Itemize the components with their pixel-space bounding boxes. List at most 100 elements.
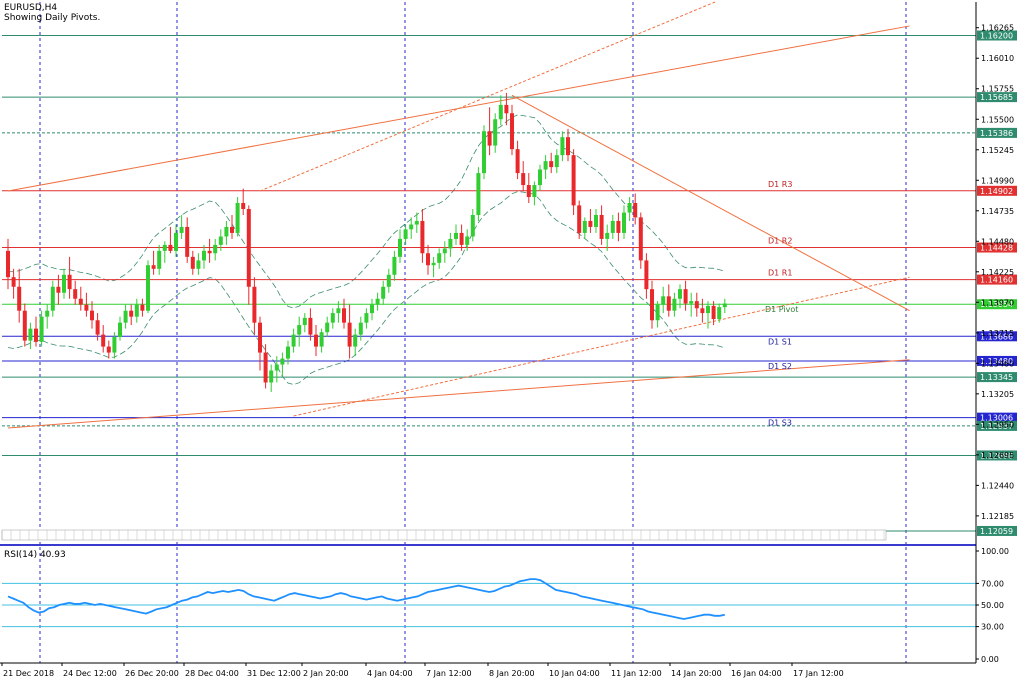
pivot-labels: D1 R3 D1 R2 D1 R1 D1 Pivot D1 S1 D1 S2 D1 S3	[765, 180, 798, 428]
candle-body	[263, 352, 268, 383]
price-tick-label: 1.14225	[981, 268, 1014, 277]
time-tick-label: 8 Jan 20:00	[489, 669, 535, 678]
candle-body	[101, 334, 106, 347]
candle-body	[274, 364, 279, 371]
rsi-tick-label: 100.00	[981, 547, 1009, 556]
candle-body	[330, 313, 335, 323]
candle-body	[347, 322, 352, 347]
candle-body	[521, 173, 526, 186]
candle-body	[465, 236, 470, 245]
candle-body	[672, 298, 677, 311]
candle-body	[151, 265, 156, 269]
price-tick-label: 1.15755	[981, 85, 1014, 94]
candle-body	[336, 308, 341, 314]
candle-body	[11, 277, 16, 287]
price-tick-label: 1.12440	[981, 481, 1014, 490]
price-tick-label: 1.14990	[981, 176, 1014, 185]
candle-body	[185, 226, 190, 257]
time-tick-label: 10 Jan 04:00	[549, 669, 600, 678]
level-price-label: 1.12059	[980, 527, 1013, 536]
rsi-label: RSI(14) 40.93	[4, 550, 66, 560]
level-price-label: 1.15685	[980, 93, 1013, 102]
trend-line-dashed	[293, 276, 910, 417]
pivot-level-label: D1 R3	[768, 180, 792, 189]
candle-body	[605, 232, 610, 239]
candle-body	[560, 137, 565, 156]
candle-body	[34, 328, 38, 342]
candle-body	[526, 185, 531, 198]
time-tick-label: 14 Jan 20:00	[671, 669, 722, 678]
candle-body	[414, 220, 419, 225]
candle-body	[661, 296, 666, 305]
candle-body	[403, 229, 408, 239]
rsi-tick-label: 70.00	[981, 579, 1004, 588]
rsi-tick-label: 30.00	[981, 623, 1004, 632]
level-price-label: 1.13954	[980, 300, 1013, 309]
candle-body	[162, 244, 167, 251]
candle-body	[190, 256, 195, 269]
trend-line	[7, 359, 910, 429]
candle-body	[532, 185, 537, 198]
level-price-label: 1.16200	[980, 32, 1013, 41]
candle-body	[420, 220, 425, 254]
level-price-label: 1.13345	[980, 373, 1013, 382]
time-tick-label: 7 Jan 12:00	[426, 669, 472, 678]
level-price-box-bg	[977, 242, 1017, 253]
candle-body	[297, 325, 302, 335]
candle-body	[454, 232, 458, 239]
candle-body	[56, 286, 61, 293]
symbol-label: EURUSD,H4	[4, 3, 58, 13]
level-price-box: 1.15685	[977, 92, 1017, 103]
candle-body	[627, 203, 632, 213]
trend-lines	[7, 1, 910, 429]
candle-body	[258, 322, 262, 353]
candle-body	[22, 310, 27, 341]
candle-body	[168, 244, 173, 251]
candle-body	[358, 322, 363, 335]
candle-body	[594, 214, 598, 227]
candle-body	[392, 256, 397, 275]
level-price-box: 1.12059	[977, 525, 1017, 536]
candle-body	[694, 301, 699, 309]
candle-body	[582, 220, 587, 233]
candle-body	[6, 250, 10, 278]
candle-body	[252, 286, 257, 323]
candle-body	[678, 289, 682, 299]
candle-body	[538, 169, 542, 186]
candle-body	[381, 286, 386, 299]
candle-body	[308, 317, 313, 335]
candle-body	[207, 250, 212, 254]
candle-body	[515, 149, 520, 174]
level-price-label: 1.13480	[980, 357, 1013, 366]
candle-body	[241, 203, 246, 209]
price-tick-label: 1.15500	[981, 115, 1014, 124]
candle-body	[644, 260, 649, 290]
candle-body	[633, 203, 638, 218]
rsi-panel	[0, 544, 976, 628]
candle-body	[655, 304, 660, 321]
rsi-line	[7, 578, 725, 620]
candle-body	[302, 317, 307, 326]
candle-body	[370, 304, 374, 314]
candle-body	[431, 262, 436, 266]
envelope-upper	[7, 114, 725, 309]
candle-body	[95, 320, 100, 335]
candle-body	[118, 322, 122, 338]
candle-body	[487, 131, 492, 146]
candle-body	[62, 274, 66, 293]
candle-body	[689, 301, 694, 304]
level-price-box: 1.13686	[977, 331, 1017, 342]
candle-body	[386, 274, 391, 287]
candle-body	[588, 220, 593, 227]
candle-body	[17, 286, 22, 311]
candle-body	[666, 296, 671, 311]
candle-body	[106, 346, 111, 353]
price-tick-label: 1.13205	[981, 390, 1014, 399]
envelope-lower	[7, 191, 725, 386]
level-price-box: 1.12937	[977, 420, 1017, 431]
level-price-box: 1.16200	[977, 30, 1017, 41]
time-tick-label: 4 Jan 04:00	[367, 669, 413, 678]
candle-body	[610, 220, 615, 233]
candle-body	[683, 289, 688, 304]
